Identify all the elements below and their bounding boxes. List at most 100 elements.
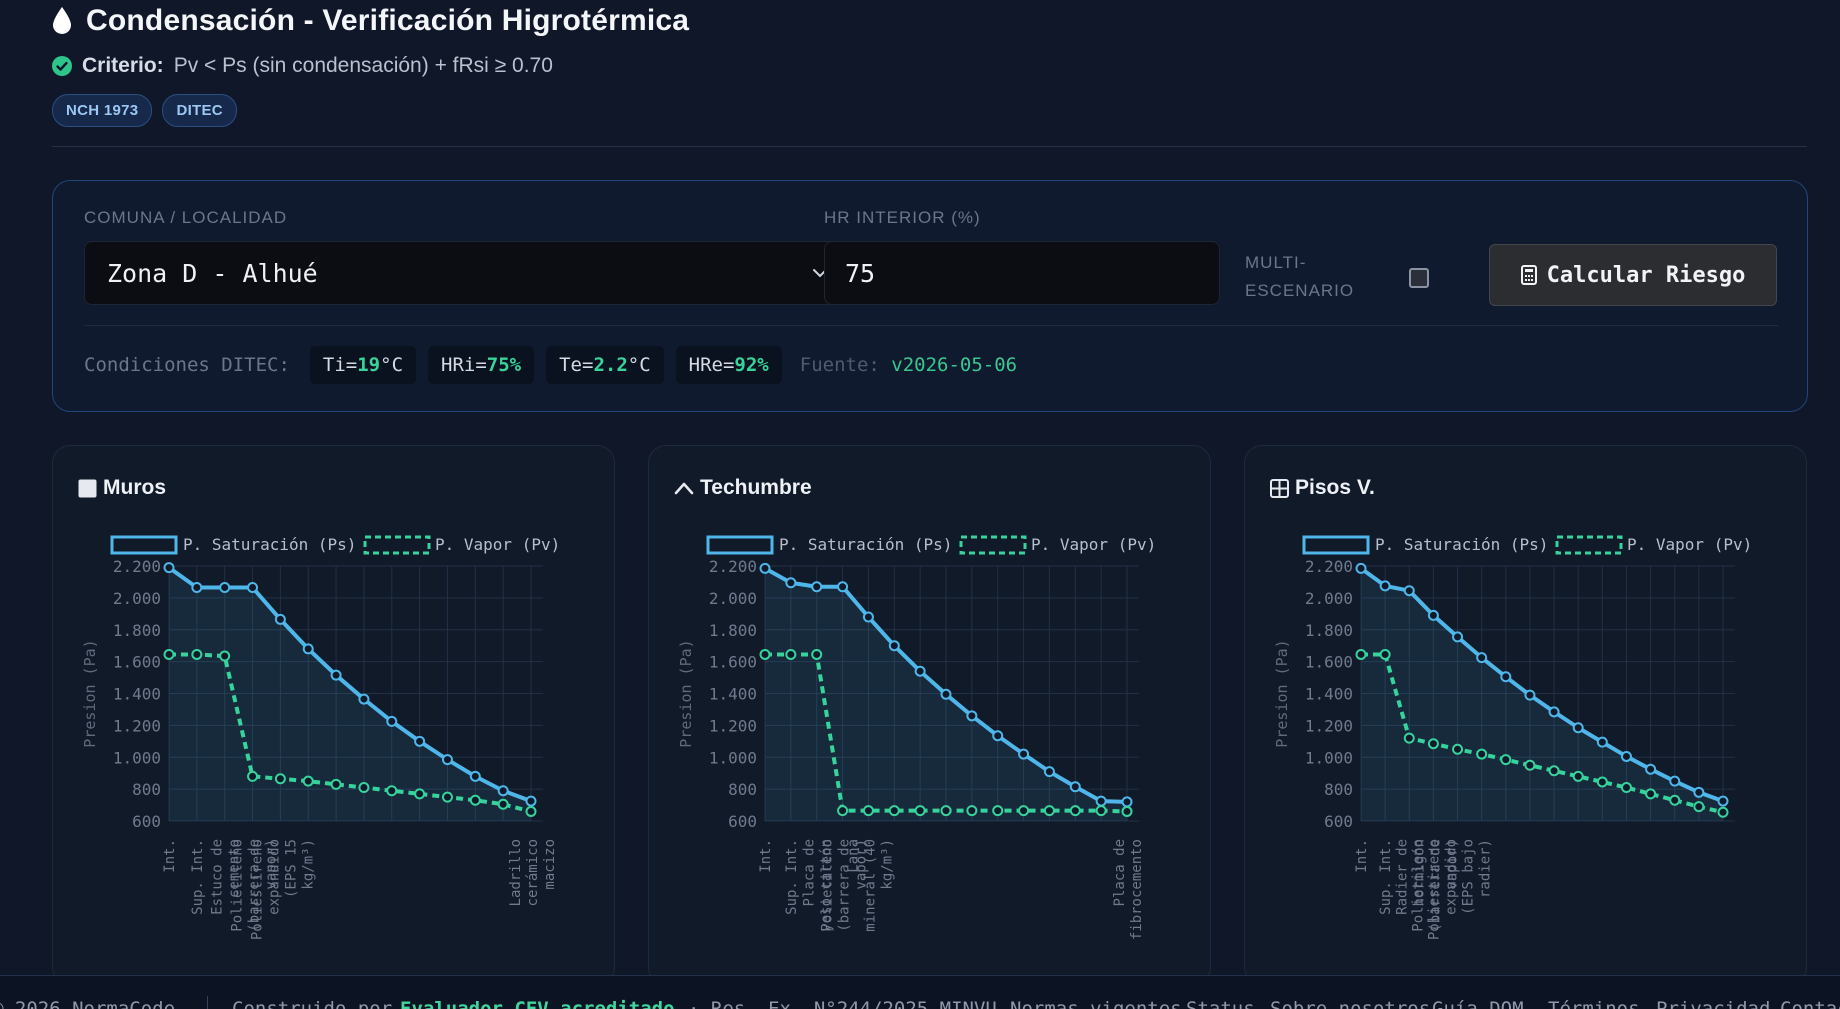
footer-link-sobre[interactable]: Sobre nosotros — [1270, 998, 1431, 1009]
y-tick-label: 1.800 — [1305, 621, 1353, 640]
x-tick-text: Polietileno(barrera devapor) — [820, 839, 870, 932]
pv-point — [1524, 759, 1536, 771]
x-tick-label: Sup. Int. — [1378, 839, 1394, 915]
y-tick-label: 2.000 — [113, 589, 161, 608]
x-tick-line: Placa de — [802, 839, 818, 906]
pv-point — [386, 785, 398, 797]
ps-area — [1361, 568, 1723, 821]
x-tick-line: yeso cartón — [819, 839, 835, 932]
floor-grid-icon — [1270, 478, 1289, 498]
ps-point — [1500, 671, 1512, 683]
x-tick-text: Placa defibrocemento — [1112, 839, 1145, 940]
x-tick-line: Poliestireno — [249, 839, 265, 940]
ti-value: 19 — [357, 354, 381, 376]
hre-chip: HRe=92% — [675, 346, 782, 384]
calculator-icon — [1520, 265, 1537, 285]
source-value: v2026-05-06 — [891, 354, 1018, 376]
legend-swatch-ps — [1302, 535, 1370, 555]
y-tick-label: 600 — [728, 812, 757, 831]
pv-point — [1095, 805, 1107, 817]
x-tick-line: (barrera de — [837, 839, 853, 932]
chart-card-muros: Muros P. Saturación (Ps) P. Vapor (Pv) 2.2… — [52, 445, 615, 985]
x-tick-line: (EPS 15 — [283, 839, 299, 898]
ti-chip: Ti=19°C — [309, 346, 417, 384]
pv-point — [219, 650, 231, 662]
footer-link-guia[interactable]: Guía DOM — [1432, 998, 1524, 1009]
pv-point — [1669, 794, 1681, 806]
x-tick-label: Polietileno(barrera devapor) — [1410, 839, 1460, 932]
ps-point — [1043, 766, 1055, 778]
y-tick-label: 800 — [132, 780, 161, 799]
pressure-chart-techumbre: P. Saturación (Ps) P. Vapor (Pv) 2.200 2.00… — [677, 535, 1156, 940]
y-tick-label: 600 — [132, 812, 161, 831]
footer-link-status[interactable]: Status — [1186, 998, 1255, 1009]
y-tick-label: 800 — [1324, 780, 1353, 799]
x-tick-label: Ladrillocerámicomacizo — [508, 839, 558, 906]
pv-point — [497, 798, 509, 810]
ps-series-line — [1359, 566, 1724, 803]
ps-point — [1379, 580, 1391, 592]
ps-point — [862, 611, 874, 623]
source-version: Fuente: v2026-05-06 — [800, 354, 1017, 376]
y-tick-label: 1.600 — [113, 653, 161, 672]
x-tick-line: fibrocemento — [1129, 839, 1145, 940]
ps-point — [785, 577, 797, 589]
te-unit: °C — [627, 354, 651, 376]
ps-point — [441, 754, 453, 766]
page-title: Condensación - Verificación Higrotérmica — [86, 4, 690, 37]
footer-evaluator-link[interactable]: Evaluador CEV acreditado — [400, 998, 675, 1009]
x-tick-text: Poliestirenoexpandido(EPS 15kg/m³) — [249, 839, 316, 940]
x-tick-label: Radier dehormigón — [1394, 839, 1427, 915]
footer-link-terminos[interactable]: Términos — [1548, 998, 1640, 1009]
te-key: Te= — [559, 354, 594, 376]
x-tick-label: Sup. Int. — [784, 839, 800, 915]
badge-nch1973: NCH 1973 — [52, 94, 153, 127]
ps-point — [1452, 631, 1464, 643]
criterion-label: Criterio: — [82, 54, 164, 77]
hr-input[interactable]: 75 — [824, 241, 1220, 305]
y-tick-label: 1.400 — [1305, 685, 1353, 704]
x-tick-text: Polietileno(barrera devapor) — [230, 839, 280, 932]
footer-link-contacto[interactable]: Contacto — [1780, 998, 1840, 1009]
x-tick-text: Estuco decemento — [210, 839, 243, 915]
x-tick-line: Poliestireno — [1427, 839, 1443, 940]
ps-point — [414, 735, 426, 747]
ps-point — [1427, 609, 1439, 621]
x-tick-line: expandido — [1444, 839, 1460, 915]
ps-point — [386, 715, 398, 727]
criterion-row: Criterio: Pv < Ps (sin condensación) + f… — [52, 54, 553, 78]
pv-point — [330, 778, 342, 790]
pv-point — [785, 648, 797, 660]
pv-series-line — [1361, 652, 1724, 815]
x-tick-line: mineral (40 — [862, 839, 878, 932]
chart-grid — [764, 565, 1139, 822]
hri-chip: HRi=75% — [428, 346, 535, 384]
ps-point — [1596, 736, 1608, 748]
ti-key: Ti= — [322, 354, 358, 376]
pv-point — [525, 805, 537, 817]
x-tick-line: kg/m³) — [300, 839, 316, 890]
footer-link-privacidad[interactable]: Privacidad — [1656, 998, 1771, 1009]
comuna-select[interactable]: Zona D - Alhué — [84, 241, 851, 305]
ps-point — [811, 581, 823, 593]
legend-swatch-pv — [363, 535, 431, 555]
calculation-panel: COMUNA / LOCALIDAD Zona D - Alhué HR INT… — [52, 180, 1808, 412]
footer-link-normas[interactable]: Normas vigentes — [1010, 998, 1182, 1009]
x-tick-line: (barrera de — [247, 839, 263, 932]
x-tick-line: Sup. Int. — [784, 839, 800, 915]
pv-point — [1620, 782, 1632, 794]
multi-scenario-checkbox[interactable] — [1409, 268, 1429, 288]
y-tick-label: 1.600 — [709, 653, 757, 672]
pv-point — [358, 782, 370, 794]
ps-point — [1018, 748, 1030, 760]
comuna-value: Zona D - Alhué — [107, 258, 318, 288]
panel-divider — [84, 325, 1778, 326]
pv-point — [469, 794, 481, 806]
x-tick-line: Int. — [1354, 839, 1370, 873]
x-tick-text: Int. — [1354, 839, 1370, 873]
x-tick-line: Ladrillo — [508, 839, 524, 906]
pv-point — [888, 805, 900, 817]
legend-label-pv: P. Vapor (Pv) — [435, 535, 560, 554]
x-tick-label: Lanamineral (40kg/m³) — [845, 839, 895, 932]
calculate-risk-button[interactable]: Calcular Riesgo — [1489, 244, 1777, 306]
